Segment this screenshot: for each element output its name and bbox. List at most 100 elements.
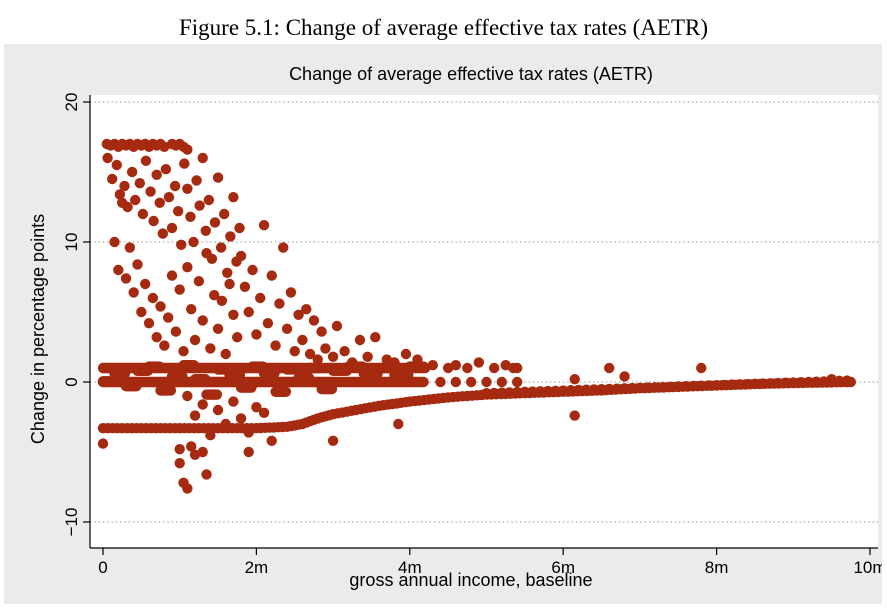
data-point (211, 389, 223, 400)
data-point (569, 410, 580, 421)
data-point (128, 287, 139, 298)
data-point (504, 387, 515, 398)
data-point (297, 334, 308, 346)
data-point (519, 386, 531, 398)
data-point (209, 217, 221, 228)
data-point (139, 278, 151, 290)
data-point (558, 385, 569, 396)
data-point (130, 194, 141, 206)
data-point (120, 273, 132, 284)
data-point (680, 381, 692, 392)
data-point (588, 384, 600, 395)
data-point (116, 197, 128, 208)
data-point (418, 376, 429, 388)
data-point (312, 354, 323, 365)
data-point (327, 351, 339, 362)
data-point (205, 343, 216, 354)
data-point (327, 435, 339, 446)
y-tick-label: −10 (62, 508, 81, 537)
data-point (145, 186, 156, 197)
data-point (224, 278, 235, 290)
data-point (228, 396, 239, 407)
data-point (247, 264, 258, 276)
data-point (166, 222, 178, 234)
data-point (147, 292, 159, 304)
data-point (665, 381, 676, 392)
data-point (107, 173, 118, 185)
data-point (194, 200, 205, 211)
data-point (109, 236, 120, 248)
data-point (393, 418, 404, 430)
data-point (251, 402, 262, 413)
data-point (172, 206, 184, 217)
data-point (188, 236, 199, 248)
data-point (473, 357, 485, 368)
data-point (527, 386, 538, 397)
data-point (354, 334, 366, 346)
data-point (818, 376, 830, 387)
data-point (111, 159, 123, 171)
data-point (157, 228, 169, 239)
data-point (450, 376, 462, 388)
data-point (696, 380, 707, 391)
data-point (182, 262, 193, 273)
data-point (604, 383, 615, 395)
data-point (182, 483, 193, 494)
data-point (462, 362, 473, 374)
data-point (565, 385, 577, 396)
data-point (235, 250, 247, 262)
data-point (274, 298, 285, 309)
data-point (834, 375, 845, 387)
data-point (573, 384, 584, 396)
data-point (136, 306, 147, 318)
data-point (114, 189, 126, 200)
data-point (189, 410, 201, 421)
data-point (197, 315, 208, 326)
data-point (185, 211, 196, 222)
data-point (301, 304, 312, 315)
data-point (239, 281, 251, 292)
data-point (703, 380, 715, 391)
data-point (209, 290, 220, 301)
data-point (97, 438, 109, 449)
data-point (496, 387, 508, 398)
data-point (189, 334, 201, 346)
data-point (542, 385, 554, 397)
data-point (162, 312, 174, 323)
data-point (179, 158, 190, 169)
data-point (140, 155, 152, 166)
x-tick-label: 4m (398, 558, 422, 577)
data-point (126, 166, 138, 178)
chart-panel: −10 0 10 20 0 2m 4m 6m 8m 10m Change of average e… (4, 44, 882, 604)
data-point (627, 382, 638, 394)
data-point (220, 348, 231, 360)
data-point (132, 259, 143, 270)
data-point (163, 192, 175, 203)
data-point (137, 208, 149, 220)
data-point (400, 348, 412, 360)
data-point (134, 178, 146, 189)
data-point (191, 175, 202, 186)
data-point (450, 360, 462, 371)
data-point (216, 295, 228, 306)
data-point (151, 169, 162, 180)
data-point (534, 386, 546, 397)
data-point (270, 340, 281, 351)
data-point (258, 220, 270, 231)
data-point (174, 284, 185, 295)
data-point (212, 323, 224, 334)
plot-area (90, 95, 878, 548)
data-point (688, 380, 699, 392)
points-layer (97, 138, 857, 494)
data-point (174, 444, 185, 455)
data-point (611, 383, 623, 394)
data-point (742, 378, 753, 390)
data-point (222, 267, 233, 278)
data-point (281, 323, 293, 334)
data-point (251, 329, 262, 340)
data-point (225, 231, 236, 242)
data-point (289, 346, 300, 357)
data-point (278, 242, 289, 253)
data-point (197, 399, 208, 410)
data-point (803, 376, 814, 388)
